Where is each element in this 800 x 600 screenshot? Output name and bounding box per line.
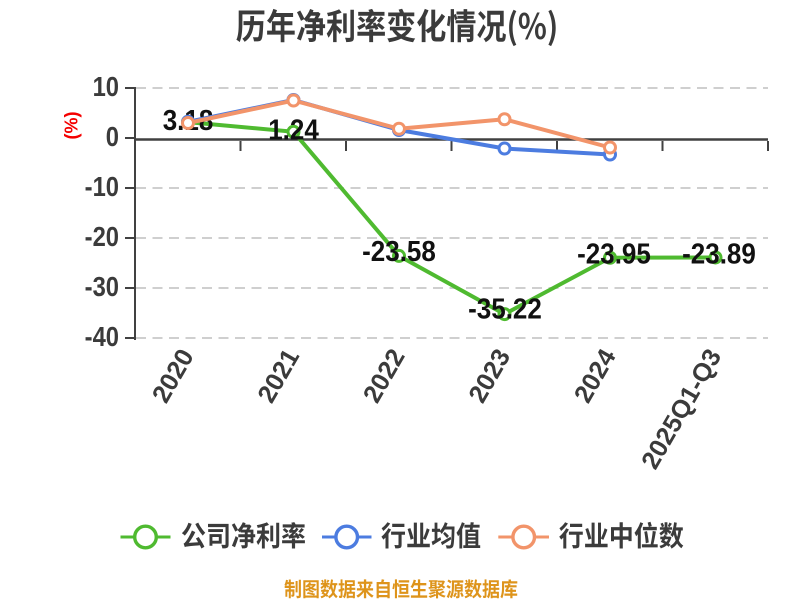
svg-text:-30: -30 <box>85 272 119 302</box>
svg-text:-23.89: -23.89 <box>682 237 756 270</box>
svg-text:(%): (%) <box>62 112 82 140</box>
svg-text:-35.22: -35.22 <box>468 292 542 325</box>
svg-text:-23.95: -23.95 <box>577 237 651 270</box>
svg-text:1.24: 1.24 <box>268 113 319 146</box>
svg-text:-23.58: -23.58 <box>362 235 436 268</box>
svg-text:-40: -40 <box>85 322 119 352</box>
svg-text:0: 0 <box>106 122 119 152</box>
svg-text:10: 10 <box>93 72 119 102</box>
svg-text:-20: -20 <box>85 222 119 252</box>
svg-text:-10: -10 <box>85 172 119 202</box>
